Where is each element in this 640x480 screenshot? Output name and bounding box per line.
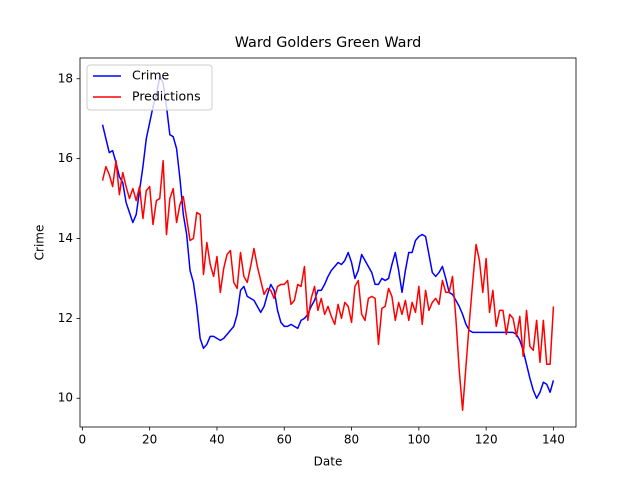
y-tick-label: 10 (58, 391, 73, 405)
x-tick-label: 100 (407, 433, 430, 447)
x-tick-label: 40 (209, 433, 224, 447)
x-tick-label: 0 (79, 433, 87, 447)
x-tick-label: 20 (142, 433, 157, 447)
y-tick-label: 14 (58, 231, 73, 245)
y-tick-label: 12 (58, 311, 73, 325)
x-tick-label: 60 (277, 433, 292, 447)
x-tick-label: 140 (542, 433, 565, 447)
y-axis-label: Crime (33, 225, 47, 261)
chart-title: Ward Golders Green Ward (235, 35, 422, 51)
line-series (101, 159, 555, 411)
axes-frame (79, 57, 577, 428)
y-tick-label: 18 (58, 71, 73, 85)
x-tick-label: 120 (475, 433, 498, 447)
legend-label: Predictions (132, 89, 201, 104)
x-axis-label: Date (314, 455, 343, 469)
x-tick-label: 80 (344, 433, 359, 447)
y-tick-label: 16 (58, 151, 73, 165)
legend-label: Crime (132, 68, 170, 83)
line-series (101, 76, 555, 399)
